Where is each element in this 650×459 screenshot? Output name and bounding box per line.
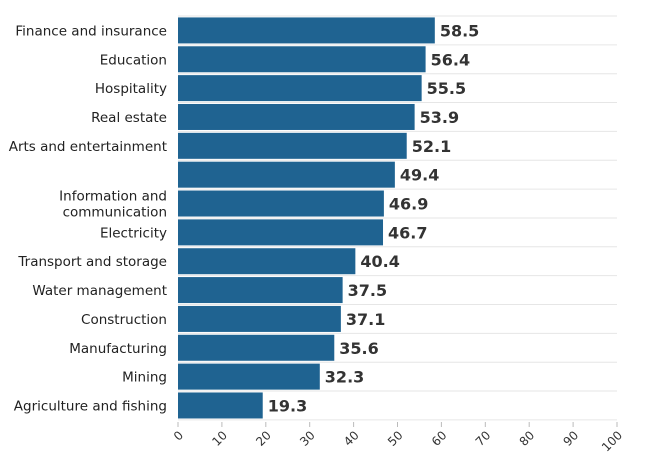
x-tick-label: 10: [209, 428, 230, 449]
value-label: 56.4: [431, 50, 470, 69]
bar: [178, 103, 415, 130]
value-label: 49.4: [400, 166, 439, 185]
x-tick-label: 100: [599, 428, 625, 454]
bar: [178, 46, 426, 73]
x-tick-label: 40: [341, 428, 362, 449]
x-tick-label: 30: [297, 428, 318, 449]
value-label: 52.1: [412, 137, 451, 156]
category-labels: Finance and insurance Education Hospitalit…: [9, 23, 167, 414]
x-tick-label: 50: [385, 428, 406, 449]
value-label: 19.3: [268, 396, 307, 415]
category-label: Manufacturing: [69, 341, 167, 357]
bar: [178, 17, 435, 44]
bar: [178, 277, 343, 304]
bar: [178, 161, 395, 188]
category-label: Hospitality: [95, 81, 167, 97]
bar: [178, 392, 263, 419]
category-label: Arts and entertainment: [9, 139, 167, 155]
category-label: Water management: [32, 283, 167, 299]
value-label: 55.5: [427, 79, 466, 98]
value-label: 53.9: [420, 108, 459, 127]
category-label: Education: [100, 52, 167, 68]
bar: [178, 305, 341, 332]
value-label: 46.7: [388, 223, 427, 242]
value-label: 37.1: [346, 310, 385, 329]
value-label: 58.5: [440, 21, 479, 40]
category-label: Information and communication: [59, 189, 167, 221]
category-label: Finance and insurance: [15, 23, 167, 39]
x-axis-ticks: 0 10 20 30 40 50 60 70 80 90 100: [171, 422, 625, 454]
category-label: Construction: [81, 312, 167, 328]
gridlines: [178, 15, 617, 421]
category-label: Transport and storage: [17, 254, 167, 270]
x-tick-label: 20: [253, 428, 274, 449]
bar: [178, 334, 335, 361]
bar: [178, 75, 422, 102]
bar: [178, 248, 356, 275]
value-labels: 58.5 56.4 55.5 53.9 52.1 49.4 46.9 46.7 40.4 37.5…: [268, 21, 480, 415]
bar: [178, 190, 384, 217]
category-label: Real estate: [91, 110, 167, 126]
x-tick-label: 60: [429, 428, 450, 449]
bars: [178, 17, 435, 419]
value-label: 35.6: [339, 339, 378, 358]
x-tick-label: 0: [171, 428, 186, 443]
x-tick-label: 90: [561, 428, 582, 449]
x-tick-label: 70: [473, 428, 494, 449]
bar: [178, 363, 320, 390]
bar: [178, 219, 384, 246]
value-label: 46.9: [389, 195, 428, 214]
category-label: Electricity: [100, 225, 167, 241]
value-label: 37.5: [348, 281, 387, 300]
x-tick-label: 80: [517, 428, 538, 449]
value-label: 40.4: [360, 252, 399, 271]
category-label: Mining: [122, 370, 167, 386]
bar: [178, 132, 407, 159]
value-label: 32.3: [325, 368, 364, 387]
category-label: Agriculture and fishing: [14, 398, 167, 414]
